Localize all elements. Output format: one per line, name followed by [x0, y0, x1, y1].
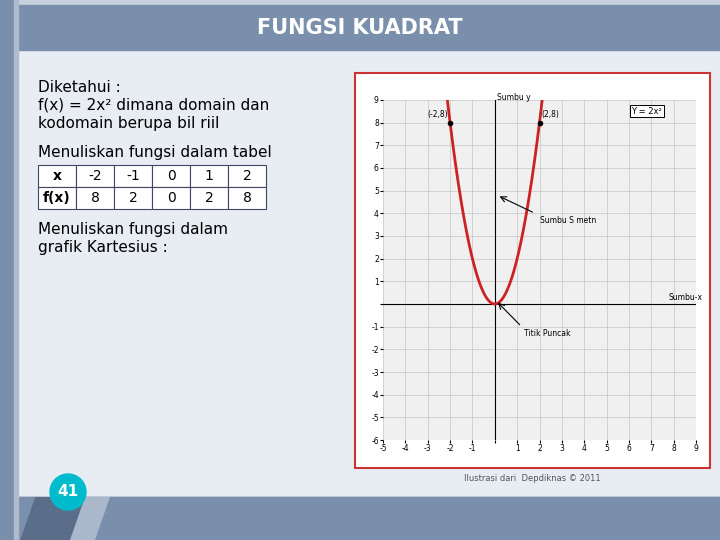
Bar — [18, 497, 720, 540]
Circle shape — [50, 474, 86, 510]
Bar — [355, 73, 710, 468]
Text: Ilustrasi dari  Depdiknas © 2011: Ilustrasi dari Depdiknas © 2011 — [464, 474, 600, 483]
Text: (-2,8): (-2,8) — [427, 110, 448, 119]
Text: 2: 2 — [243, 169, 251, 183]
Bar — [114, 165, 152, 187]
Bar — [14, 0, 18, 540]
Bar — [228, 187, 266, 209]
Text: Menuliskan fungsi dalam: Menuliskan fungsi dalam — [38, 222, 228, 237]
Text: Y = 2x²: Y = 2x² — [631, 107, 662, 116]
Bar — [76, 165, 114, 187]
Bar — [114, 187, 152, 209]
Text: 8: 8 — [91, 191, 99, 205]
Text: f(x) = 2x² dimana domain dan: f(x) = 2x² dimana domain dan — [38, 97, 269, 112]
Text: kodomain berupa bil riil: kodomain berupa bil riil — [38, 116, 220, 131]
Text: 0: 0 — [166, 191, 176, 205]
Text: Titik Puncak: Titik Puncak — [524, 329, 570, 338]
Text: Sumbu S metn: Sumbu S metn — [539, 215, 595, 225]
Bar — [190, 165, 228, 187]
Text: -2: -2 — [88, 169, 102, 183]
Bar — [0, 0, 14, 540]
Bar — [152, 187, 190, 209]
Text: Sumbu-x: Sumbu-x — [669, 293, 703, 302]
Bar — [152, 165, 190, 187]
Text: 2: 2 — [204, 191, 213, 205]
Text: 1: 1 — [204, 169, 213, 183]
Text: grafik Kartesius :: grafik Kartesius : — [38, 240, 168, 255]
Text: f(x): f(x) — [43, 191, 71, 205]
Bar — [18, 5, 720, 50]
Bar — [38, 165, 76, 187]
Text: 8: 8 — [243, 191, 251, 205]
Polygon shape — [20, 497, 110, 540]
Bar — [18, 50, 720, 495]
Text: x: x — [53, 169, 61, 183]
Bar — [190, 187, 228, 209]
Text: Sumbu y: Sumbu y — [497, 93, 531, 102]
Text: (2,8): (2,8) — [541, 110, 559, 119]
Text: Diketahui :: Diketahui : — [38, 80, 121, 95]
Text: FUNGSI KUADRAT: FUNGSI KUADRAT — [257, 18, 463, 38]
Text: 2: 2 — [129, 191, 138, 205]
Text: 41: 41 — [58, 484, 78, 500]
Polygon shape — [20, 497, 85, 540]
Text: 0: 0 — [166, 169, 176, 183]
Text: Menuliskan fungsi dalam tabel: Menuliskan fungsi dalam tabel — [38, 145, 271, 160]
Bar — [228, 165, 266, 187]
Bar — [38, 187, 76, 209]
Bar — [76, 187, 114, 209]
Text: -1: -1 — [126, 169, 140, 183]
